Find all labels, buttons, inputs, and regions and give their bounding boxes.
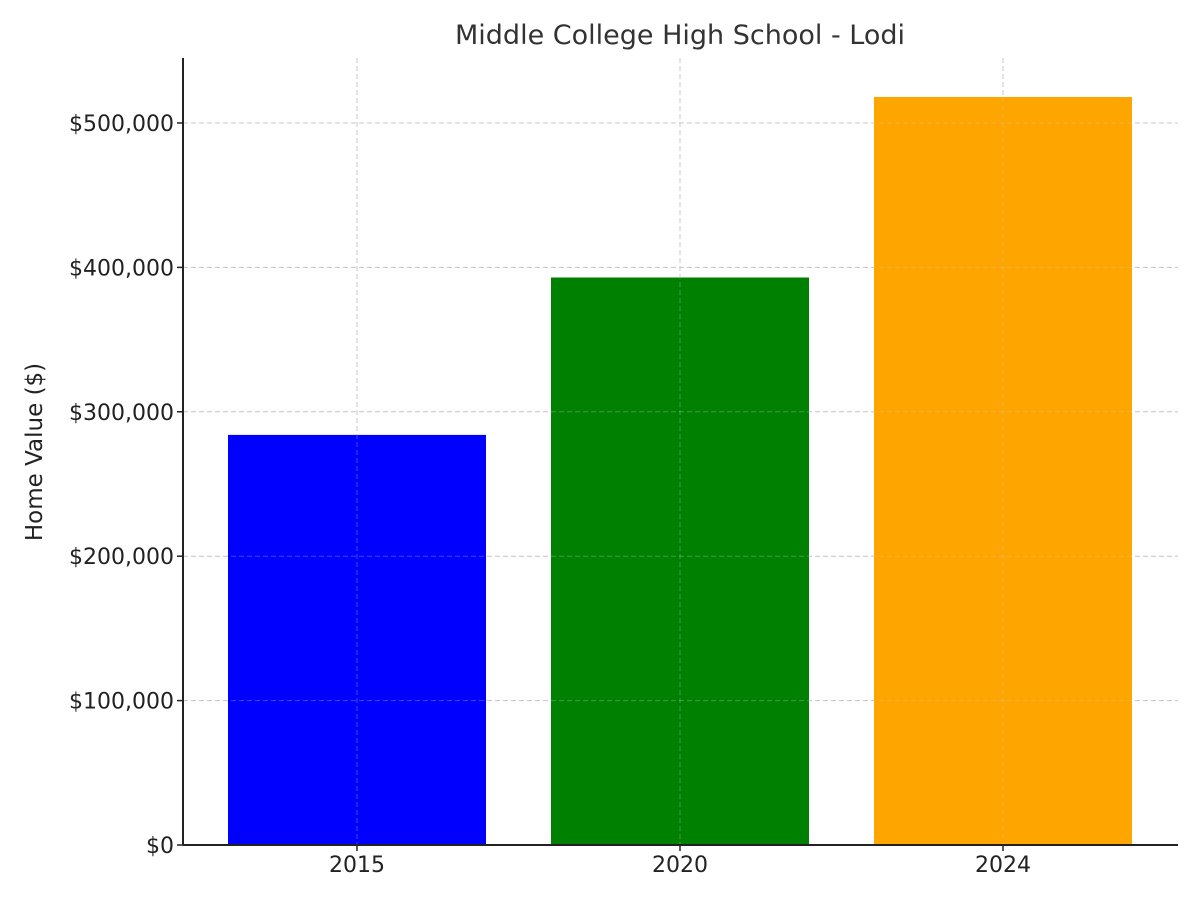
axis-layer: $0 $100,000 $200,000 $300,000 $400,000 $500,0… xyxy=(69,58,1178,878)
y-tick-label: $0 xyxy=(146,834,174,859)
y-tick-label: $500,000 xyxy=(69,112,174,137)
bar-2015 xyxy=(228,434,486,845)
bar-layer xyxy=(228,96,1132,845)
bar-2020 xyxy=(551,277,809,845)
y-tick-label: $200,000 xyxy=(69,545,174,570)
bar-2024 xyxy=(874,96,1132,845)
y-tick-label: $100,000 xyxy=(69,690,174,715)
x-tick-label: 2015 xyxy=(329,853,385,878)
label-layer: Middle College High School - Lodi Home V… xyxy=(22,20,905,541)
chart-title: Middle College High School - Lodi xyxy=(455,20,905,51)
y-axis-label: Home Value ($) xyxy=(22,363,48,541)
x-tick-label: 2020 xyxy=(652,853,708,878)
y-tick-label: $300,000 xyxy=(69,401,174,426)
x-tick-label: 2024 xyxy=(975,853,1031,878)
y-tick-label: $400,000 xyxy=(69,256,174,281)
